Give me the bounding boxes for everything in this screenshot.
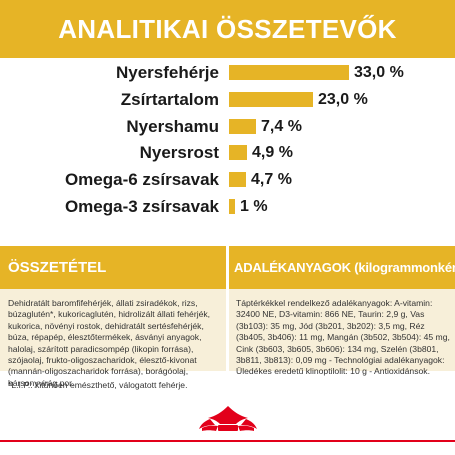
- analytics-bar: [229, 145, 247, 160]
- royal-crown-logo-icon: [199, 406, 257, 431]
- header-banner: ANALITIKAI ÖSSZETEVŐK: [0, 0, 455, 58]
- composition-panel: ÖSSZETÉTEL Dehidratált baromfifehérjék, …: [0, 246, 226, 388]
- analytics-value: 7,4 %: [261, 118, 302, 135]
- composition-title: ÖSSZETÉTEL: [8, 259, 107, 276]
- analytics-label: Nyersfehérje: [115, 63, 219, 82]
- analytics-row: Nyershamu 7,4 %: [0, 114, 455, 140]
- analytics-label: Nyersrost: [139, 143, 219, 162]
- analytics-value: 1 %: [240, 198, 268, 215]
- analytics-value: 4,7 %: [251, 171, 292, 188]
- composition-text: Dehidratált baromfifehérjék, állati zsir…: [8, 298, 211, 388]
- analytics-label: Nyershamu: [126, 117, 219, 136]
- additives-panel: ADALÉKANYAGOK (kilogrammonként) Táptérké…: [229, 246, 455, 376]
- additives-header: ADALÉKANYAGOK (kilogrammonként): [229, 246, 455, 289]
- analytics-row: Zsírtartalom 23,0 %: [0, 87, 455, 113]
- analytics-bar: [229, 92, 313, 107]
- analytics-label: Omega-3 zsírsavak: [64, 197, 219, 216]
- analytics-row: Omega-3 zsírsavak 1 %: [0, 194, 455, 220]
- analytics-row: Nyersrost 4,9 %: [0, 140, 455, 166]
- analytics-bar: [229, 172, 246, 187]
- analytics-row: Nyersfehérje 33,0 %: [0, 60, 455, 86]
- page-title: ANALITIKAI ÖSSZETEVŐK: [58, 14, 397, 44]
- analytics-row: Omega-6 zsírsavak 4,7 %: [0, 167, 455, 193]
- analytics-value: 23,0 %: [318, 91, 368, 108]
- analytics-bar: [229, 119, 256, 134]
- analytics-value: 4,9 %: [252, 144, 293, 161]
- analytics-bar: [229, 65, 349, 80]
- composition-header: ÖSSZETÉTEL: [0, 246, 226, 289]
- additives-text: Táptérkékkel rendelkező adalékanyagok: A…: [236, 298, 450, 377]
- analytics-label: Zsírtartalom: [120, 90, 219, 109]
- additives-title: ADALÉKANYAGOK (kilogrammonként): [234, 260, 455, 275]
- composition-footnote: *L.I.P.: kitűnően emészthető, válogatott…: [8, 380, 188, 390]
- analytics-value: 33,0 %: [354, 64, 404, 81]
- analytics-label: Omega-6 zsírsavak: [64, 170, 219, 189]
- analytics-bar: [229, 199, 235, 214]
- brand-red-line: [0, 440, 455, 442]
